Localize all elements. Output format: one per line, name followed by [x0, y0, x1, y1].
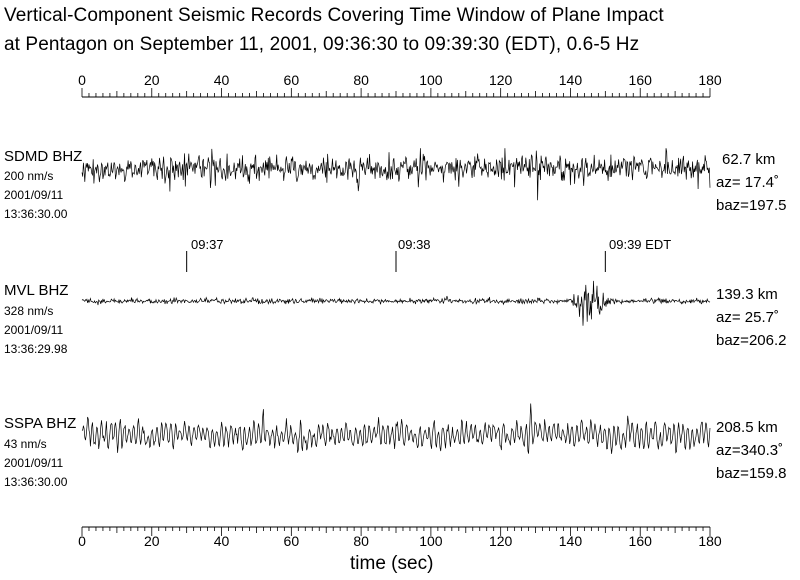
trace-3-waveform: [81, 403, 711, 454]
trace-2-back-azimuth: baz=206.2: [716, 332, 787, 349]
chart-title-line-1: Vertical-Component Seismic Records Cover…: [4, 5, 664, 26]
trace-3-date: 2001/09/11: [4, 456, 64, 470]
tick-label: 60: [284, 72, 300, 88]
trace-1-station: SDMD BHZ: [4, 148, 83, 165]
tick-label: 80: [353, 72, 369, 88]
time-marker-label-0938: 09:38: [398, 237, 431, 252]
tick-label: 80: [353, 533, 369, 549]
trace-2-waveform: [81, 280, 711, 326]
trace-3-start-time: 13:36:30.00: [4, 475, 68, 489]
trace-1-amplitude: 200 nm/s: [4, 169, 54, 183]
tick-label: 140: [559, 533, 583, 549]
trace-1-azimuth: az= 17.4˚: [716, 174, 779, 191]
trace-3-amplitude: 43 nm/s: [4, 437, 47, 451]
traces: [81, 148, 711, 454]
tick-label: 100: [419, 533, 443, 549]
tick-label: 0: [78, 72, 86, 88]
trace-2-azimuth: az= 25.7˚: [716, 309, 779, 326]
trace-3-back-azimuth: baz=159.8: [716, 465, 787, 482]
tick-label: 160: [629, 533, 653, 549]
trace-2-distance: 139.3 km: [716, 286, 778, 303]
time-marker-label-0939: 09:39 EDT: [609, 237, 672, 252]
x-axis-label: time (sec): [350, 553, 434, 574]
tick-label: 0: [78, 533, 86, 549]
trace-1-distance: 62.7 km: [722, 151, 776, 168]
trace-1-date: 2001/09/11: [4, 188, 64, 202]
tick-label: 60: [284, 533, 300, 549]
bottom-time-axis: 0 20 40 60 80 100 120 140 160 180: [78, 526, 722, 549]
tick-label: 180: [698, 72, 722, 88]
time-marker-label-0937: 09:37: [191, 237, 224, 252]
trace-2-start-time: 13:36:29.98: [4, 342, 68, 356]
trace-1-back-azimuth: baz=197.5: [716, 197, 787, 214]
tick-label: 160: [629, 72, 653, 88]
chart-title-line-2: at Pentagon on September 11, 2001, 09:36…: [4, 34, 640, 55]
trace-1-waveform: [81, 148, 711, 201]
tick-label: 40: [214, 72, 230, 88]
top-time-axis: 0 20 40 60 80 100 120 140 160 180: [78, 72, 722, 98]
tick-label: 20: [144, 533, 160, 549]
tick-label: 120: [489, 72, 513, 88]
tick-label: 140: [559, 72, 583, 88]
trace-1-start-time: 13:36:30.00: [4, 207, 68, 221]
trace-3-distance: 208.5 km: [716, 419, 778, 436]
tick-label: 20: [144, 72, 160, 88]
tick-label: 40: [214, 533, 230, 549]
trace-3-station: SSPA BHZ: [4, 415, 77, 432]
trace-2-date: 2001/09/11: [4, 323, 64, 337]
trace-3-azimuth: az=340.3˚: [716, 442, 784, 459]
time-markers: [186, 251, 606, 272]
trace-2-amplitude: 328 nm/s: [4, 304, 54, 318]
tick-label: 120: [489, 533, 513, 549]
tick-label: 100: [419, 72, 443, 88]
trace-2-station: MVL BHZ: [4, 282, 69, 299]
tick-label: 180: [698, 533, 722, 549]
